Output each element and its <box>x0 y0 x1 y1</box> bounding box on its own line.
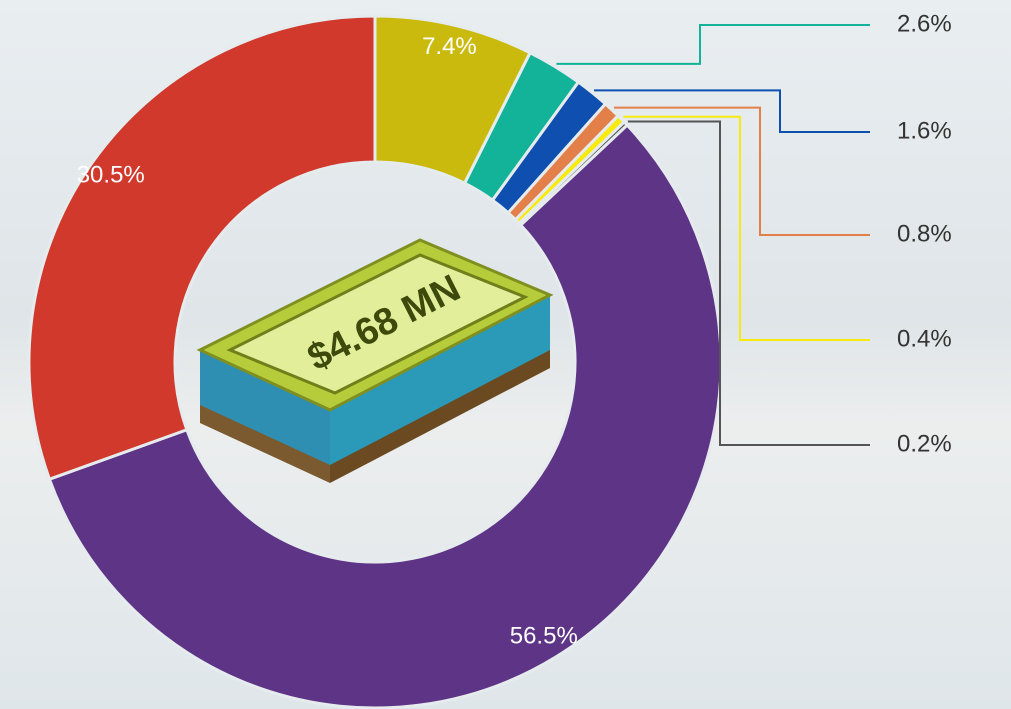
slice-label: 1.6% <box>897 117 952 144</box>
slice-label: 0.8% <box>897 220 952 247</box>
slice-label: 30.5% <box>77 162 145 189</box>
slice-label: 0.2% <box>897 430 952 457</box>
slice-label: 2.6% <box>897 10 952 37</box>
slice-label: 56.5% <box>510 623 578 650</box>
chart: $4.68 MN 7.4%2.6%1.6%0.8%0.4%0.2%56.5%30… <box>0 0 1011 709</box>
slice-label: 0.4% <box>897 325 952 352</box>
slice-label: 7.4% <box>422 33 477 60</box>
